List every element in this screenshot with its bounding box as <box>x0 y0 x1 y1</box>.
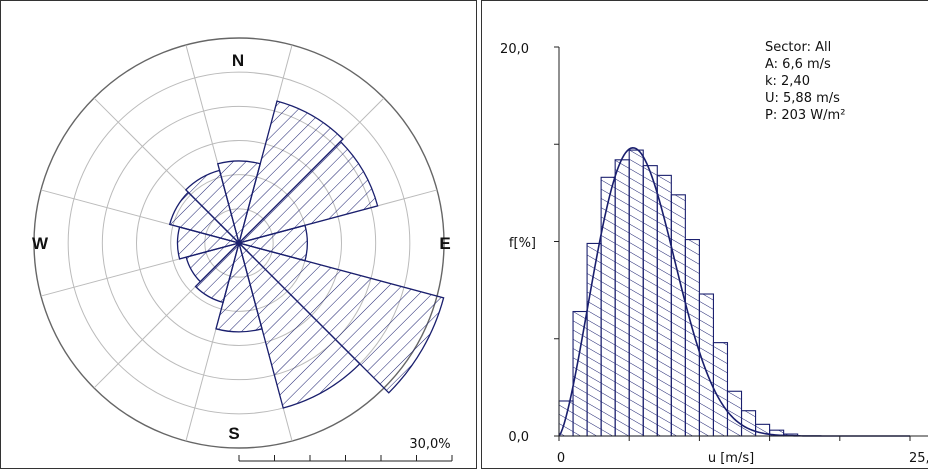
histogram-bar <box>712 342 729 437</box>
rose-sector <box>236 241 445 394</box>
wind-rose-panel: N E S W 30,0% <box>0 0 477 469</box>
rose-outer-ring <box>33 37 445 449</box>
scale-bar <box>238 455 453 462</box>
rose-sector <box>236 140 379 245</box>
rose-ring <box>101 105 377 381</box>
histogram-bar <box>740 410 757 437</box>
histogram-bar <box>600 176 616 437</box>
direction-label-w: W <box>32 234 49 253</box>
x-axis-label: u [m/s] <box>708 451 754 466</box>
info-a: A: 6,6 m/s <box>765 57 831 72</box>
histogram-bar <box>614 159 630 437</box>
direction-label-s: S <box>228 424 239 443</box>
y-tick-min: 0,0 <box>508 430 529 445</box>
info-p: P: 203 W/m² <box>765 108 845 123</box>
rose-sector <box>237 240 361 409</box>
direction-label-e: E <box>439 234 450 253</box>
info-k: k: 2,40 <box>765 74 810 89</box>
rose-sector <box>237 100 344 246</box>
rose-sector <box>215 240 263 333</box>
info-u: U: 5,88 m/s <box>765 91 840 106</box>
x-tick-min: 0 <box>557 451 565 466</box>
y-axis-label: f[%] <box>509 236 536 251</box>
direction-label-n: N <box>232 51 244 70</box>
wind-rose-chart: N E S W 30,0% <box>0 0 477 469</box>
info-box: Sector: All A: 6,6 m/s k: 2,40 U: 5,88 m… <box>765 40 845 123</box>
y-tick-max: 20,0 <box>500 42 529 57</box>
rose-center-dot <box>236 240 242 246</box>
histogram-panel: 20,0 0,0 f[%] 0 25,00 u [m/s] Sector: Al… <box>481 0 928 469</box>
frequency-histogram-chart: 20,0 0,0 f[%] 0 25,00 u [m/s] Sector: Al… <box>481 0 928 469</box>
histogram-bars <box>558 149 799 437</box>
rose-ring <box>136 140 342 346</box>
x-tick-max: 25,00 <box>909 451 928 466</box>
histogram-bar <box>656 174 672 437</box>
histogram-axes <box>554 46 928 441</box>
rose-sector <box>194 240 241 304</box>
histogram-bar <box>628 149 644 437</box>
rose-sectors <box>168 100 445 409</box>
info-sector: Sector: All <box>765 40 831 55</box>
rose-ring <box>67 71 411 415</box>
histogram-bar <box>670 194 686 437</box>
scale-label: 30,0% <box>409 437 450 452</box>
rose-sector <box>184 169 241 246</box>
histogram-bar <box>684 239 700 437</box>
histogram-bar <box>698 293 714 437</box>
histogram-bar <box>642 165 658 437</box>
